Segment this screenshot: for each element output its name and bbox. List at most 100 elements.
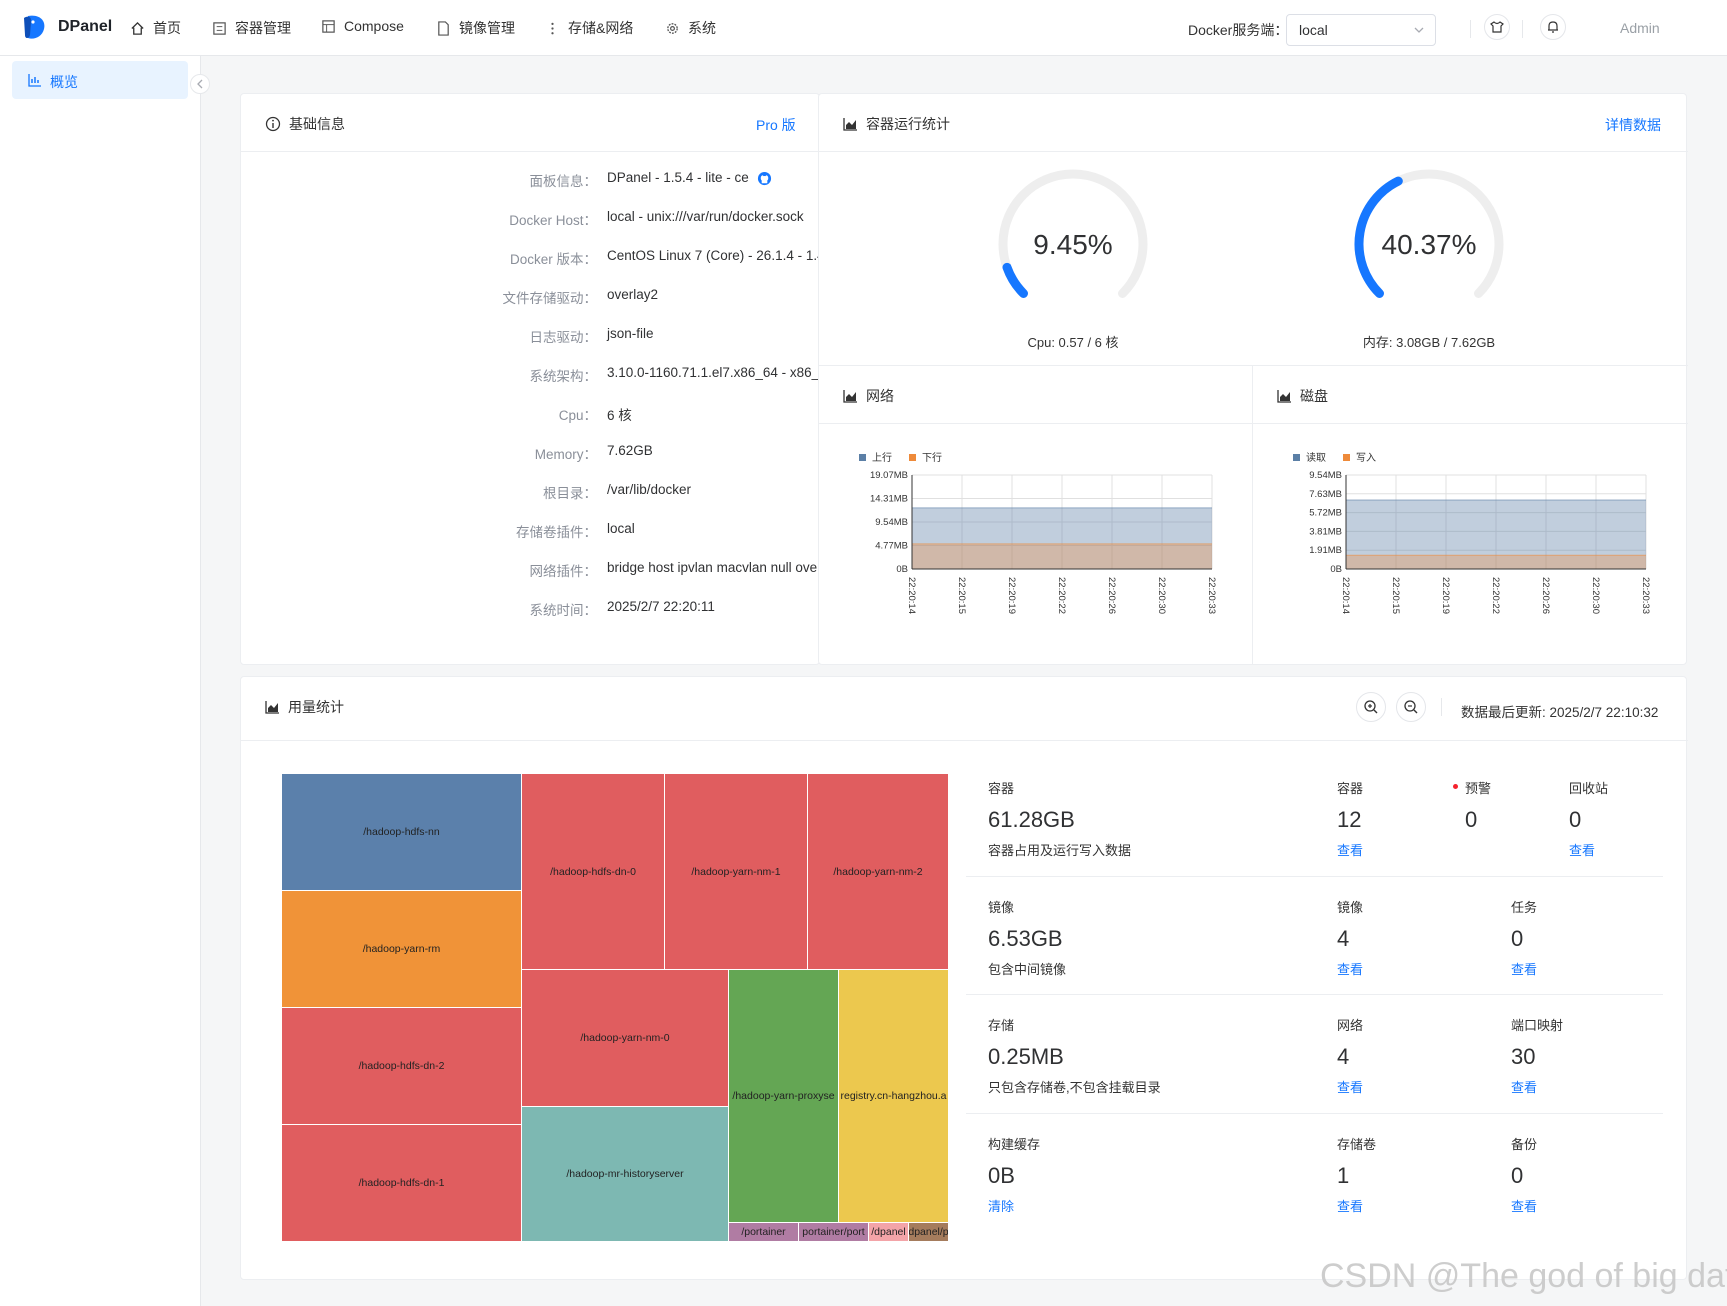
volume-count-value: 1 (1337, 1163, 1350, 1188)
treemap-cell[interactable]: /hadoop-mr-historyserver (522, 1107, 729, 1242)
network-view-link[interactable]: 查看 (1337, 1080, 1364, 1095)
treemap-cell[interactable]: /portainer (729, 1223, 799, 1242)
treemap-cell[interactable]: /hadoop-hdfs-dn-2 (282, 1008, 522, 1125)
info-row: 系统时间： 2025/2/7 22:20:11 (241, 599, 761, 619)
treemap-cell[interactable]: /hadoop-yarn-rm (282, 891, 522, 1008)
info-value: /var/lib/docker (607, 482, 692, 497)
nav-storage-network[interactable]: 存储&网络 (545, 18, 633, 38)
nav-label: 首页 (153, 20, 181, 36)
backup-view-link[interactable]: 查看 (1511, 1199, 1538, 1214)
legend-label: 下行 (922, 451, 942, 464)
legend-swatch (909, 454, 916, 461)
user-name[interactable]: Admin (1620, 20, 1660, 36)
detail-data-link[interactable]: 详情数据 (1605, 117, 1661, 133)
recycle-view-link[interactable]: 查看 (1569, 843, 1596, 858)
container-view-link[interactable]: 查看 (1337, 843, 1364, 858)
nav-containers[interactable]: 容器管理 (212, 18, 291, 38)
y-tick-label: 3.81MB (1309, 526, 1342, 537)
zoom-in-button[interactable] (1356, 692, 1386, 722)
legend-label: 读取 (1306, 451, 1326, 464)
treemap-cell[interactable]: /hadoop-yarn-nm-2 (808, 774, 949, 970)
info-value: DPanel - 1.5.4 - lite - ce (607, 170, 749, 185)
network-chart: 上行 下行 19.07MB 14.31MB 9.54MB 4.77MB 0B 22:20:14… (859, 451, 1217, 614)
docker-server-value: local (1299, 22, 1328, 38)
treemap-cell[interactable]: /hadoop-yarn-nm-1 (665, 774, 808, 970)
info-value: 3.10.0-1160.71.1.el7.x86_64 - x86_64 (607, 365, 835, 380)
x-tick-label: 22:20:33 (1206, 577, 1217, 614)
nav-system[interactable]: 系统 (665, 18, 716, 38)
github-icon[interactable] (757, 171, 772, 189)
x-tick-label: 22:20:30 (1156, 577, 1167, 614)
zoom-in-icon (1364, 700, 1378, 714)
info-value: 7.62GB (607, 443, 653, 458)
treemap-cell[interactable]: registry.cn-hangzhou.a (839, 970, 949, 1223)
dpanel-logo-icon[interactable] (22, 13, 48, 41)
y-tick-label: 0B (1330, 564, 1342, 575)
info-row: Docker 版本： CentOS Linux 7 (Core) - 26.1.4… (241, 248, 832, 268)
info-key: 网络插件： (529, 564, 598, 579)
recycle-value: 0 (1569, 807, 1582, 832)
x-tick-label: 22:20:22 (1056, 577, 1067, 614)
bell-icon[interactable] (1540, 14, 1566, 40)
pro-version-link[interactable]: Pro 版 (756, 117, 796, 133)
backup-value: 0 (1511, 1163, 1524, 1188)
build-cache-clear-link[interactable]: 清除 (988, 1199, 1015, 1214)
area-chart-icon (843, 390, 857, 403)
x-tick-label: 22:20:15 (956, 577, 967, 614)
docker-server-label: Docker服务端： (1188, 22, 1289, 38)
app-name[interactable]: DPanel (58, 18, 113, 35)
task-view-link[interactable]: 查看 (1511, 962, 1538, 977)
x-tick-label: 22:20:22 (1490, 577, 1501, 614)
shirt-icon[interactable] (1484, 14, 1510, 40)
info-key: 系统架构： (529, 369, 598, 384)
sidebar: 概览 (0, 56, 201, 1306)
top-bar: DPanel 首页 容器管理 Compose 镜像管理 存储&网络 系统 Doc… (0, 0, 1727, 56)
last-updated: 数据最后更新: 2025/2/7 22:10:32 (1461, 705, 1659, 720)
x-tick-label: 22:20:26 (1540, 577, 1551, 614)
basic-info-card: 基础信息 Pro 版 面板信息： DPanel - 1.5.4 - lite - … (240, 93, 839, 665)
area-chart-icon (265, 701, 279, 714)
info-value: json-file (607, 326, 654, 341)
runtime-stats-card: 容器运行统计 详情数据 9.45% Cpu: 0.57 / 6 核 40.37%… (818, 93, 1688, 665)
dashboard-icon (28, 74, 41, 87)
area-chart-icon (1277, 390, 1291, 403)
basic-info-title: 基础信息 (265, 114, 345, 134)
treemap-cell[interactable]: /hadoop-hdfs-dn-1 (282, 1125, 522, 1242)
zoom-out-button[interactable] (1396, 692, 1426, 722)
treemap-cell[interactable]: /hadoop-yarn-nm-0 (522, 970, 729, 1107)
memory-gauge: 40.37% (1354, 169, 1504, 298)
treemap-cell[interactable]: portainer/port (799, 1223, 869, 1242)
image-view-link[interactable]: 查看 (1337, 962, 1364, 977)
storage-size-label: 存储 (988, 1018, 1015, 1033)
info-key: 存储卷插件： (516, 525, 597, 540)
series-area (912, 507, 1212, 569)
treemap-cell[interactable]: dpanel/p (909, 1223, 949, 1242)
port-mapping-view-link[interactable]: 查看 (1511, 1080, 1538, 1095)
nav-images[interactable]: 镜像管理 (436, 18, 515, 38)
collapse-sidebar-button[interactable] (190, 74, 210, 94)
nav-compose[interactable]: Compose (321, 18, 404, 34)
treemap-cell[interactable]: /hadoop-yarn-proxyse (729, 970, 839, 1223)
info-row: 面板信息： DPanel - 1.5.4 - lite - ce (241, 170, 772, 190)
storage-size-value: 0.25MB (988, 1044, 1064, 1069)
runtime-title: 容器运行统计 (843, 114, 950, 134)
y-tick-label: 19.07MB (870, 470, 908, 481)
info-key: 系统时间： (529, 603, 598, 618)
treemap-cell[interactable]: /hadoop-hdfs-nn (282, 774, 522, 891)
info-row: Docker Host： local - unix:///var/run/dock… (241, 209, 803, 229)
info-row: Cpu： 6 核 (241, 404, 761, 424)
info-row: 根目录： /var/lib/docker (241, 482, 761, 502)
series-area (1346, 500, 1646, 569)
build-cache-label: 构建缓存 (988, 1137, 1041, 1152)
series-area (1346, 555, 1646, 569)
volume-view-link[interactable]: 查看 (1337, 1199, 1364, 1214)
treemap-cell[interactable]: /dpanel (869, 1223, 909, 1242)
port-mapping-value: 30 (1511, 1044, 1536, 1069)
sidebar-item-overview[interactable]: 概览 (12, 61, 188, 99)
info-row: 系统架构： 3.10.0-1160.71.1.el7.x86_64 - x86_6… (241, 365, 835, 385)
docker-server-select[interactable]: local (1286, 14, 1436, 46)
y-tick-label: 0B (896, 564, 908, 575)
nav-home[interactable]: 首页 (130, 18, 181, 38)
treemap-cell[interactable]: /hadoop-hdfs-dn-0 (522, 774, 665, 970)
info-key: 文件存储驱动： (502, 291, 598, 306)
